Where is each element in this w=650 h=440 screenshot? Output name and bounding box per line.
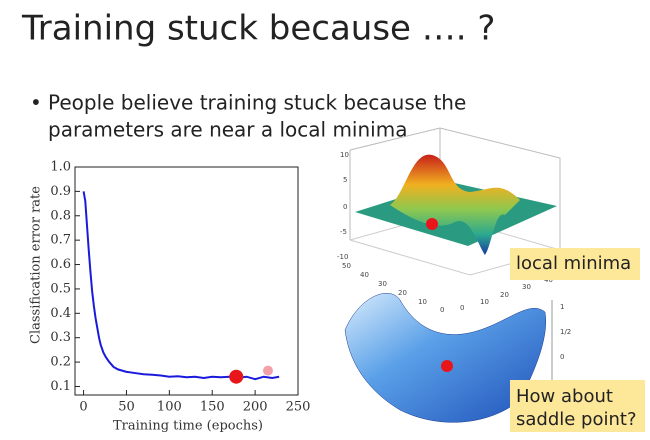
label-box bbox=[510, 380, 645, 432]
label-box bbox=[510, 248, 640, 280]
x-tick: 50 bbox=[342, 262, 351, 270]
z-tick: 0 bbox=[343, 203, 347, 211]
y-tick: 0 bbox=[460, 304, 464, 312]
y-tick: 10 bbox=[480, 298, 489, 306]
line-series bbox=[82, 191, 280, 381]
marker bbox=[262, 365, 273, 376]
x-tick: 40 bbox=[360, 271, 369, 279]
y-tick-label: 0.7 bbox=[50, 233, 71, 248]
z-tick: 0 bbox=[560, 353, 564, 361]
x-tick: 10 bbox=[418, 298, 427, 306]
y-tick-label: 0.8 bbox=[50, 208, 71, 223]
marker bbox=[229, 369, 244, 384]
x-tick: 30 bbox=[378, 280, 387, 288]
x-tick-label: 50 bbox=[118, 400, 135, 415]
z-tick: -10 bbox=[337, 253, 348, 261]
z-tick: 1/2 bbox=[560, 328, 571, 336]
surface-bottom-ticks: 1 1/2 0 bbox=[560, 303, 571, 361]
z-tick: -5 bbox=[340, 228, 347, 236]
y-tick-label: 1.0 bbox=[50, 160, 71, 175]
saddle-label: How about bbox=[516, 386, 613, 407]
y-tick-label: 0.2 bbox=[50, 355, 71, 370]
bullet-text: People believe training stuck because th… bbox=[48, 91, 466, 115]
y-tick-label: 0.3 bbox=[50, 330, 71, 345]
x-axis-label: Training time (epochs) bbox=[113, 419, 263, 434]
x-tick-label: 250 bbox=[286, 400, 311, 415]
saddle-surface bbox=[344, 293, 553, 423]
plot-frame bbox=[74, 166, 299, 396]
y-tick-label: 0.6 bbox=[50, 257, 71, 272]
y-axis-label: Classification error rate bbox=[29, 186, 44, 344]
x-tick: 20 bbox=[398, 289, 407, 297]
slide-title: Training stuck because …. ? bbox=[21, 9, 495, 49]
y-tick-label: 0.5 bbox=[50, 281, 71, 296]
z-tick: 10 bbox=[340, 151, 349, 159]
y-tick: 20 bbox=[500, 291, 509, 299]
local-minima-label: local minima bbox=[516, 253, 631, 274]
y-tick-label: 0.4 bbox=[50, 306, 71, 321]
x-tick-label: 200 bbox=[243, 400, 268, 415]
y-tick-label: 0.9 bbox=[50, 184, 71, 199]
x-tick-label: 100 bbox=[157, 400, 182, 415]
y-tick-label: 0.1 bbox=[50, 379, 71, 394]
z-tick: 5 bbox=[343, 176, 347, 184]
x-tick: 0 bbox=[440, 306, 444, 314]
saddle-label: saddle point? bbox=[516, 409, 637, 430]
bullet-dot: • bbox=[30, 91, 42, 115]
local-minima-surface bbox=[349, 127, 561, 276]
y-tick: 30 bbox=[522, 283, 531, 291]
bullet-text: parameters are near a local minima bbox=[48, 118, 407, 142]
z-tick: 1 bbox=[560, 303, 564, 311]
chart: Training time (epochs) Classification er… bbox=[29, 160, 311, 434]
x-tick-label: 0 bbox=[79, 400, 87, 415]
x-tick-label: 150 bbox=[200, 400, 225, 415]
